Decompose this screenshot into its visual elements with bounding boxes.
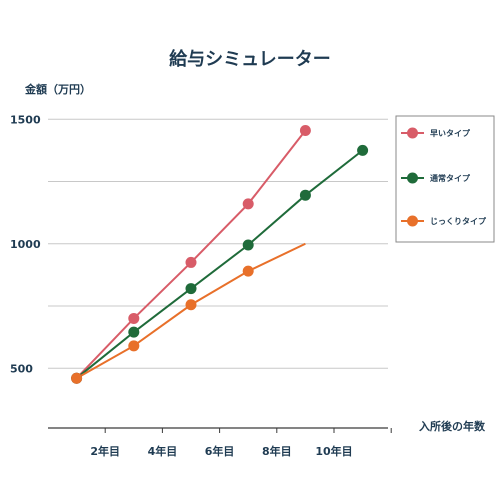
data-point xyxy=(357,144,369,156)
legend-label: 早いタイプ xyxy=(430,128,471,138)
legend-label: じっくりタイプ xyxy=(430,216,487,226)
data-point xyxy=(299,124,311,136)
y-tick-label: 1500 xyxy=(10,113,41,126)
x-tick-label: 4年目 xyxy=(148,444,178,458)
x-axis: 2年目 4年目 6年目 8年目 10年目 xyxy=(48,427,392,458)
legend-marker xyxy=(407,172,418,184)
data-point xyxy=(242,198,254,210)
chart-title: 給与シミュレーター xyxy=(169,48,331,70)
x-tick-label: 10年目 xyxy=(315,444,352,458)
data-point xyxy=(128,326,140,338)
data-point xyxy=(242,265,254,277)
data-point xyxy=(299,189,311,201)
y-tick-labels: 500 1000 1500 xyxy=(10,113,41,375)
legend-marker xyxy=(407,215,418,227)
data-point xyxy=(185,283,197,295)
x-axis-label: 入所後の年数 xyxy=(419,419,486,433)
x-tick-label: 6年目 xyxy=(205,444,235,458)
grid-lines xyxy=(48,118,388,369)
x-tick-label: 8年目 xyxy=(262,444,292,458)
series-line xyxy=(75,149,364,379)
data-point xyxy=(71,372,83,384)
data-point xyxy=(185,256,197,268)
series-lines xyxy=(71,124,369,384)
data-point xyxy=(242,239,254,251)
data-point xyxy=(128,312,140,324)
series-line xyxy=(75,129,307,379)
y-tick-label: 500 xyxy=(10,362,33,375)
data-point xyxy=(128,340,140,352)
y-tick-label: 1000 xyxy=(10,238,41,251)
y-axis-label: 金額（万円） xyxy=(24,82,91,96)
legend-label: 通常タイプ xyxy=(430,173,471,183)
x-tick-label: 2年目 xyxy=(90,444,120,458)
legend-marker xyxy=(407,127,418,139)
data-point xyxy=(185,299,197,311)
